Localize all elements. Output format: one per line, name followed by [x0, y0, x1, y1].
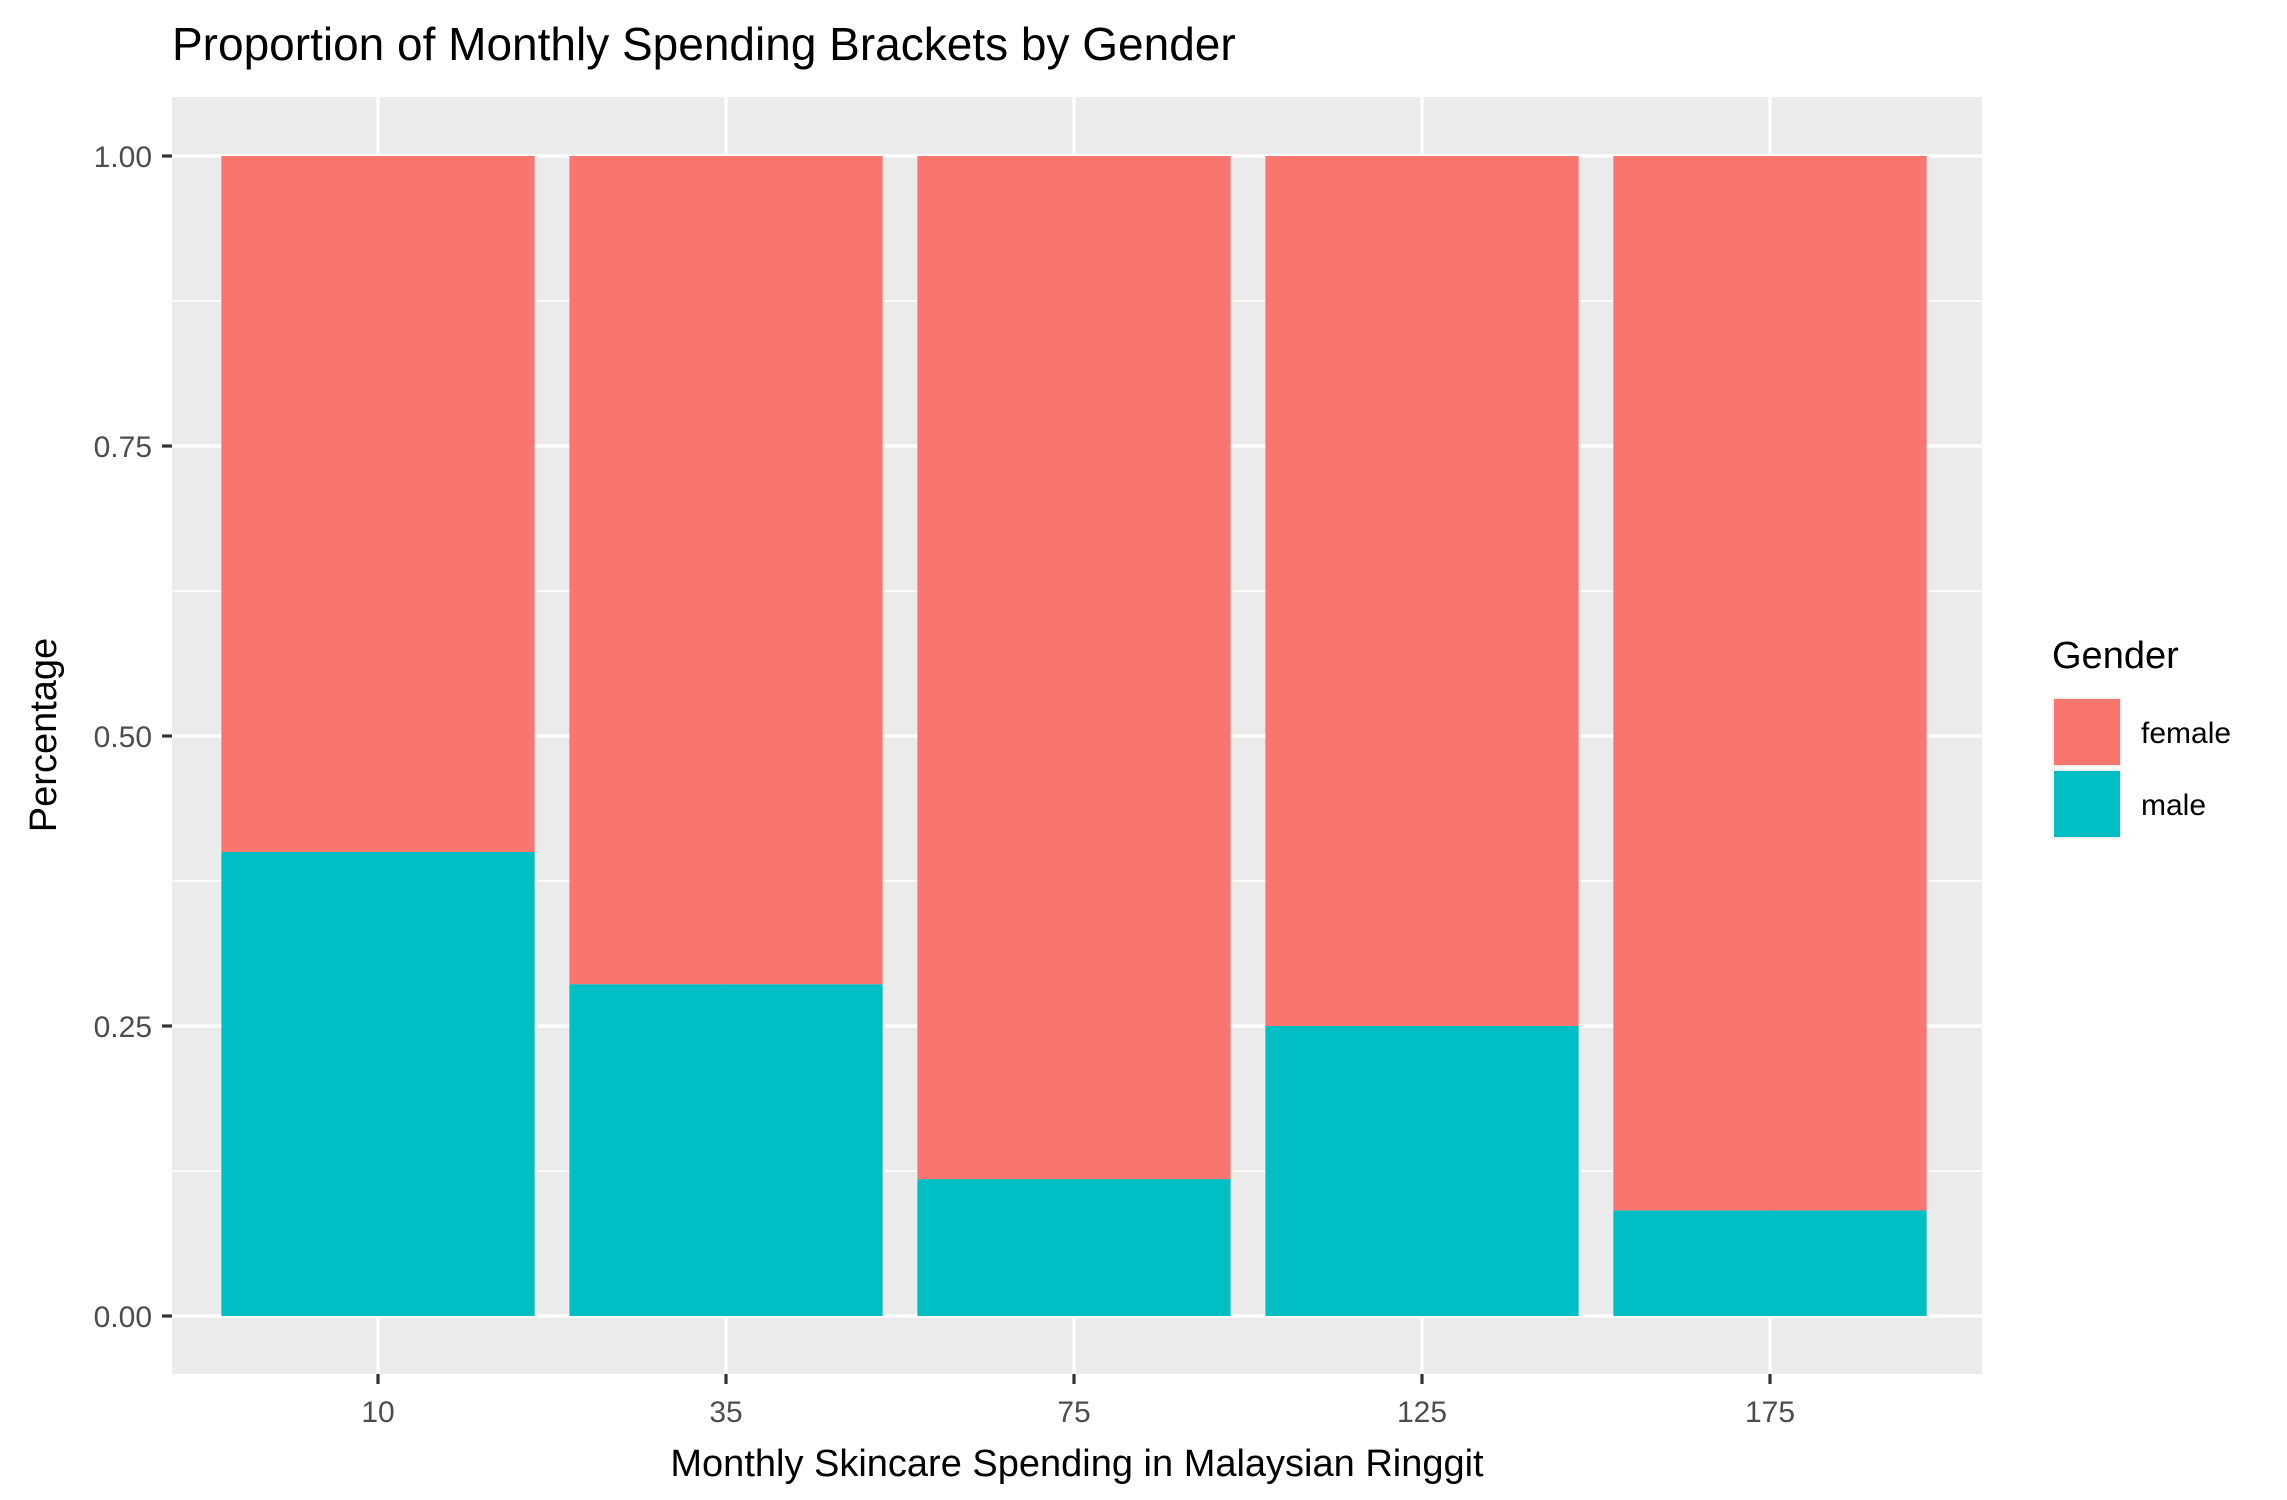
y-tick-label: 0.25 — [94, 1011, 152, 1044]
x-tick-label: 75 — [1057, 1396, 1090, 1429]
bar-male-10 — [221, 852, 535, 1316]
bar-male-175 — [1613, 1210, 1927, 1316]
y-tick-label: 1.00 — [94, 141, 152, 174]
legend-swatch-female — [2054, 699, 2120, 765]
x-tick-label: 35 — [709, 1396, 742, 1429]
bar-male-75 — [917, 1179, 1231, 1316]
legend-label-female: female — [2141, 717, 2231, 750]
x-tick-label: 175 — [1745, 1396, 1795, 1429]
bar-female-125 — [1265, 156, 1579, 1026]
x-tick-label: 125 — [1397, 1396, 1447, 1429]
y-tick-label: 0.00 — [94, 1301, 152, 1334]
y-tick-label: 0.75 — [94, 431, 152, 464]
legend-title: Gender — [2052, 635, 2179, 677]
legend: Gender female male — [2052, 635, 2231, 839]
bars — [221, 156, 1927, 1316]
bar-female-175 — [1613, 156, 1927, 1211]
y-tick-label: 0.50 — [94, 721, 152, 754]
x-axis-title: Monthly Skincare Spending in Malaysian R… — [670, 1443, 1484, 1485]
x-tick-label: 10 — [361, 1396, 394, 1429]
bar-male-125 — [1265, 1026, 1579, 1316]
y-axis-title: Percentage — [23, 638, 65, 832]
bar-female-75 — [917, 156, 1231, 1180]
legend-swatch-male — [2054, 771, 2120, 837]
x-axis: 10 35 75 125 175 — [361, 1374, 1795, 1429]
legend-label-male: male — [2141, 789, 2206, 822]
bar-male-35 — [569, 984, 883, 1316]
y-axis: 0.00 0.25 0.50 0.75 1.00 — [94, 141, 172, 1334]
bar-female-10 — [221, 156, 535, 852]
chart-title: Proportion of Monthly Spending Brackets … — [172, 18, 1236, 70]
bar-female-35 — [569, 156, 883, 985]
